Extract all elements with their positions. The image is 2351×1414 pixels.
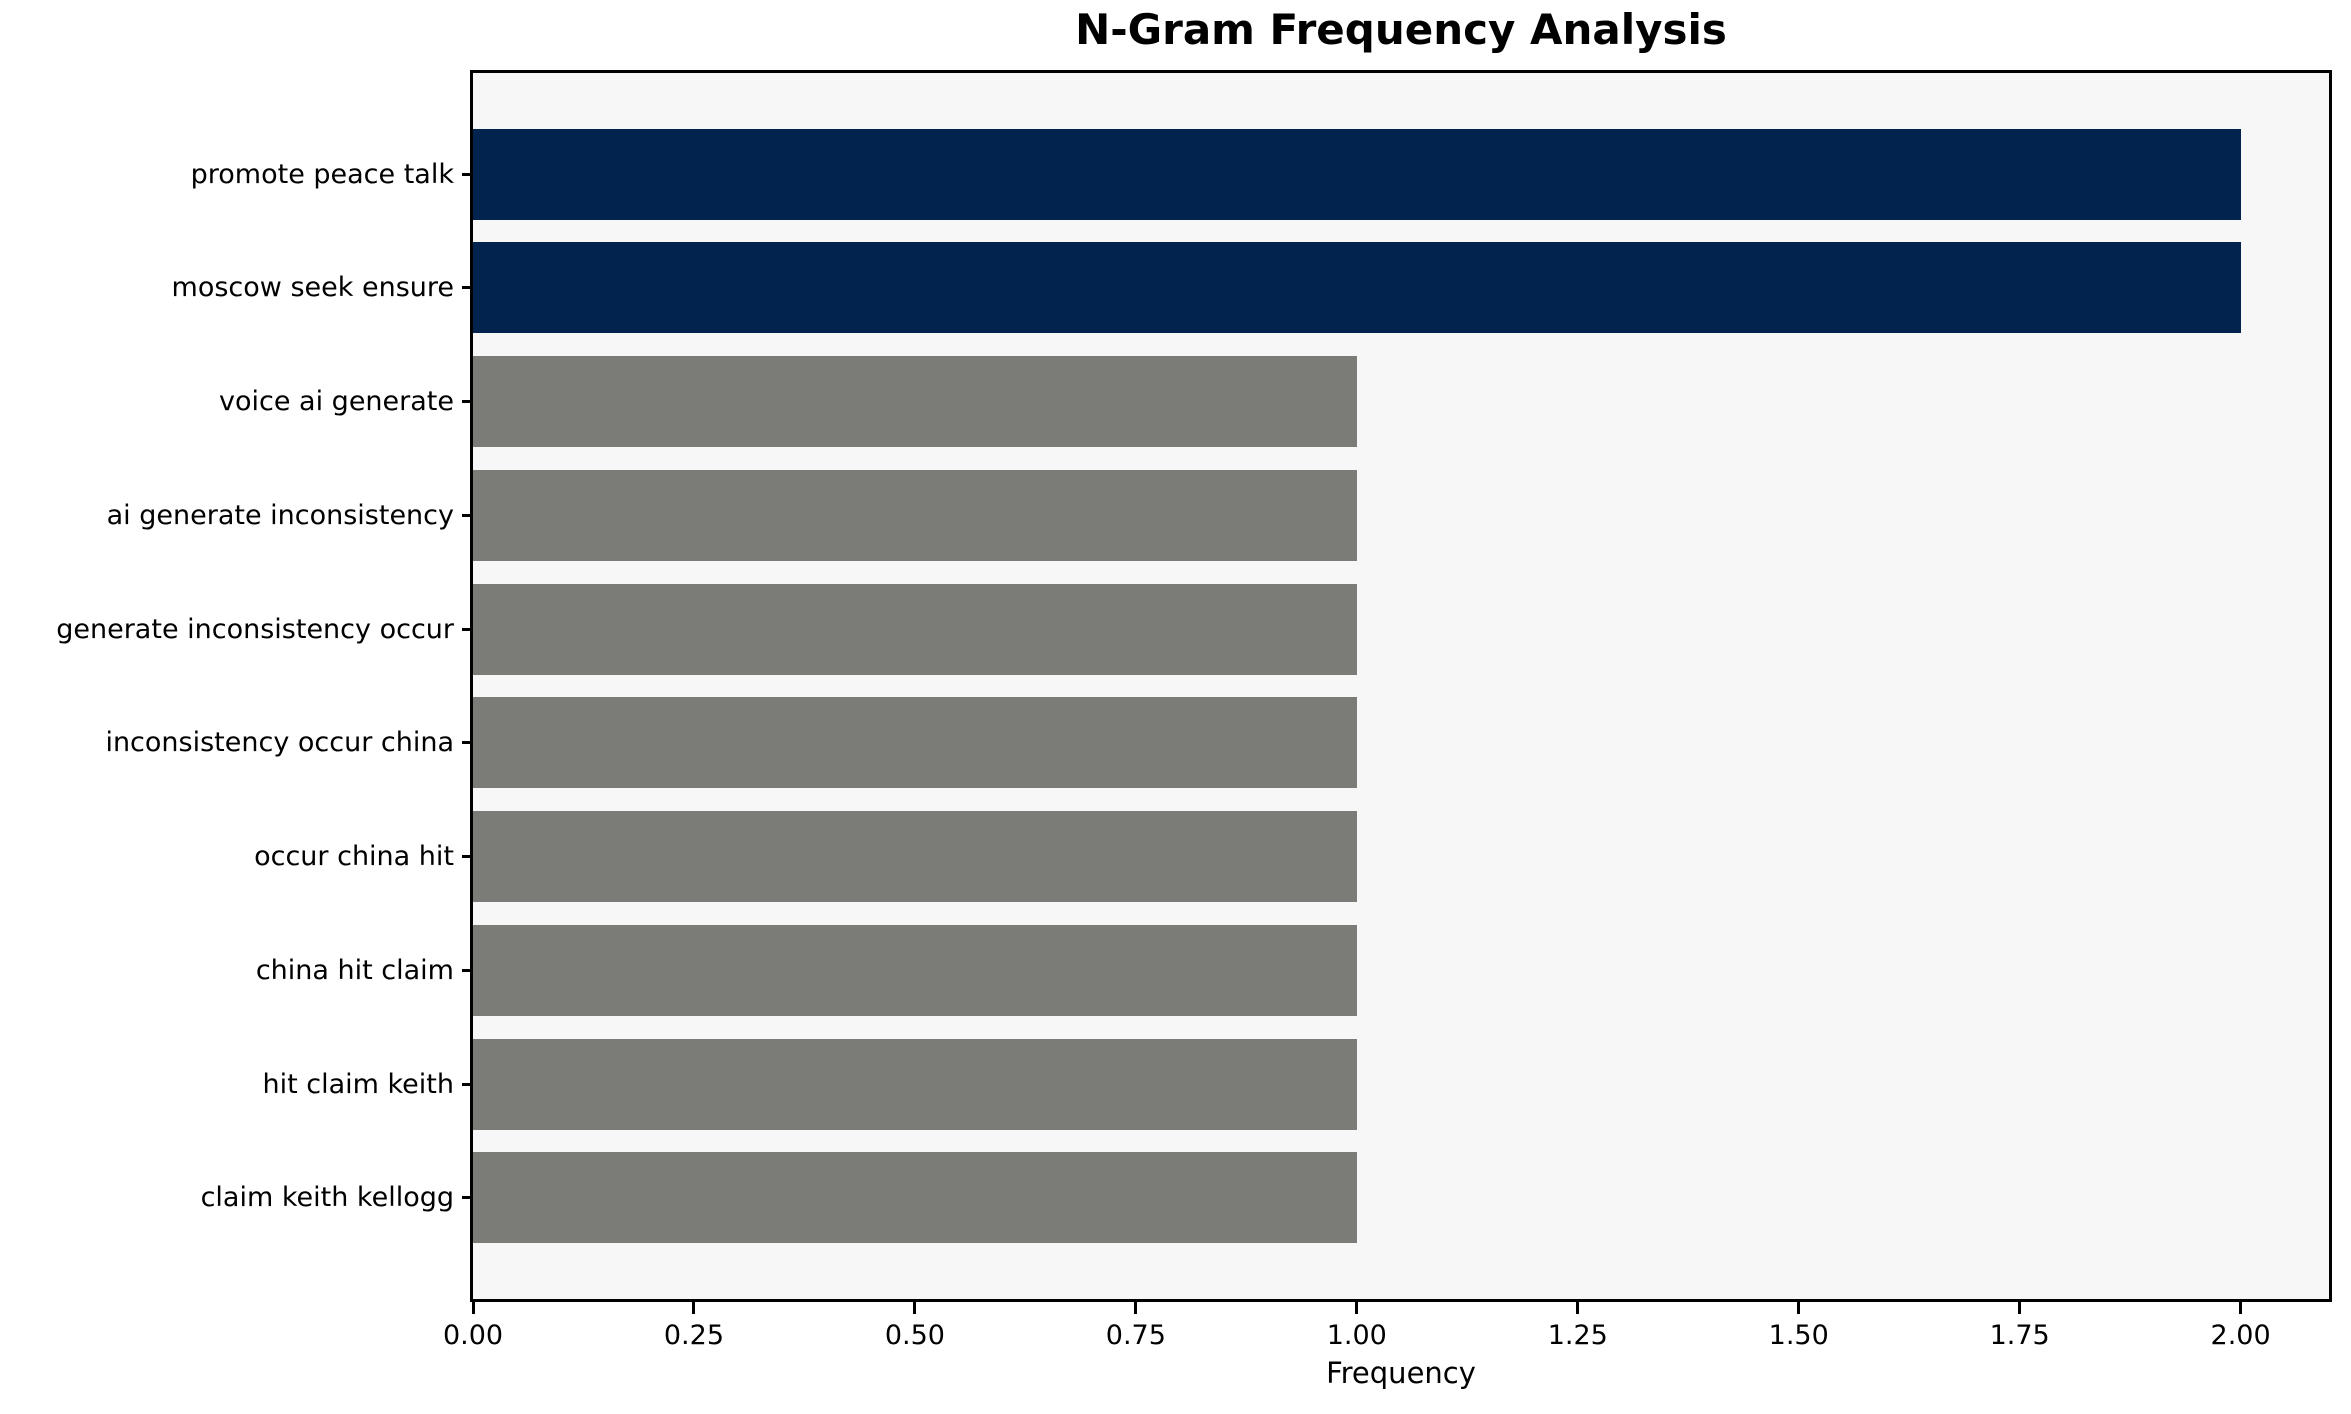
x-tick-mark [1355, 1302, 1359, 1314]
bar-occur-china-hit [473, 811, 1357, 903]
x-tick-label: 0.00 [442, 1320, 504, 1351]
x-tick-mark [692, 1302, 696, 1314]
bar-claim-keith-kellogg [473, 1152, 1357, 1244]
y-tick-mark [462, 855, 470, 859]
bar-china-hit-claim [473, 924, 1357, 1016]
x-tick-label: 1.00 [1326, 1320, 1387, 1351]
y-tick-label: china hit claim [255, 954, 454, 986]
y-tick-mark [462, 400, 470, 404]
plot-area [470, 70, 2332, 1302]
y-tick-label: generate inconsistency occur [56, 613, 454, 645]
x-tick-label: 0.25 [663, 1320, 724, 1351]
x-tick-mark [1797, 1302, 1801, 1314]
x-axis-label: Frequency [1326, 1356, 1476, 1390]
bar-moscow-seek-ensure [473, 242, 2241, 334]
y-tick-mark [462, 513, 470, 517]
bar-generate-inconsistency-occur [473, 583, 1357, 675]
y-tick-label: occur china hit [254, 841, 454, 873]
x-tick-label: 2.00 [2210, 1320, 2271, 1351]
x-tick-mark [1134, 1302, 1138, 1314]
y-tick-label: moscow seek ensure [171, 272, 454, 304]
y-tick-label: claim keith kellogg [200, 1182, 454, 1214]
x-tick-mark [1576, 1302, 1580, 1314]
chart-title: N-Gram Frequency Analysis [1075, 5, 1727, 54]
bar-inconsistency-occur-china [473, 697, 1357, 789]
bar-hit-claim-keith [473, 1038, 1357, 1130]
x-tick-label: 1.50 [1768, 1320, 1829, 1351]
x-tick-label: 0.75 [1105, 1320, 1166, 1351]
x-tick-label: 0.50 [884, 1320, 945, 1351]
x-tick-mark [913, 1302, 917, 1314]
y-tick-mark [462, 172, 470, 176]
x-tick-label: 1.75 [1989, 1320, 2050, 1351]
x-tick-mark [471, 1302, 475, 1314]
bar-promote-peace-talk [473, 128, 2241, 220]
y-tick-label: voice ai generate [219, 386, 454, 418]
x-tick-mark [2239, 1302, 2243, 1314]
y-tick-label: ai generate inconsistency [106, 499, 454, 531]
y-tick-mark [462, 968, 470, 972]
bar-voice-ai-generate [473, 356, 1357, 448]
y-tick-mark [462, 1196, 470, 1200]
y-tick-mark [462, 741, 470, 745]
y-tick-label: promote peace talk [190, 158, 454, 190]
y-tick-mark [462, 286, 470, 290]
bar-ai-generate-inconsistency [473, 469, 1357, 561]
y-tick-label: inconsistency occur china [105, 727, 454, 759]
y-tick-mark [462, 627, 470, 631]
x-tick-label: 1.25 [1547, 1320, 1608, 1351]
x-tick-mark [2018, 1302, 2022, 1314]
y-tick-mark [462, 1082, 470, 1086]
y-tick-label: hit claim keith [262, 1068, 454, 1100]
